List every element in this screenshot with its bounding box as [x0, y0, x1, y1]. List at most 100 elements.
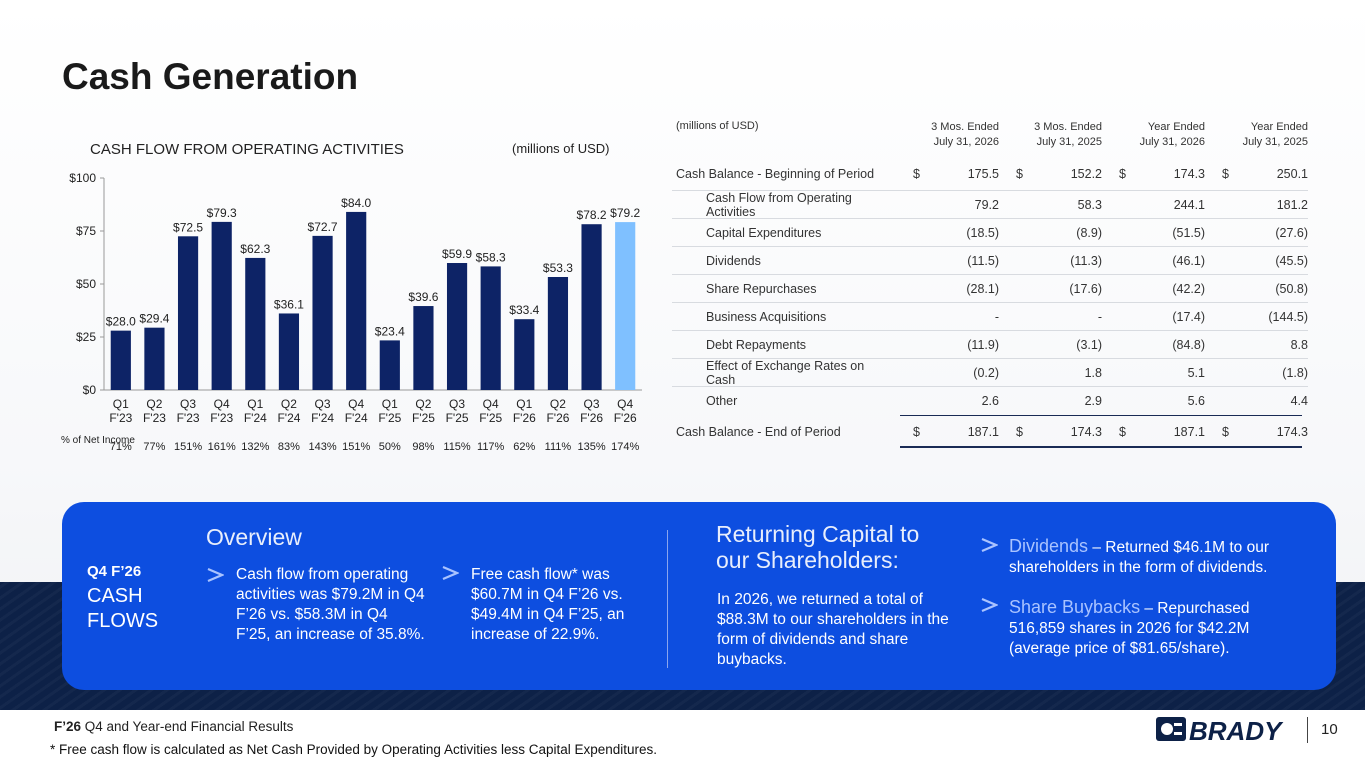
page-number: 10: [1321, 721, 1338, 738]
cash-flow-bar-chart: $0$25$50$75$100$28.0Q1F'23$29.4Q2F'23$72…: [69, 171, 642, 425]
cell-value: 5.6: [1187, 394, 1205, 408]
page-title: Cash Generation: [62, 56, 359, 97]
pct-net-income-value: 115%: [443, 441, 471, 453]
footer-title: F’26 Q4 and Year-end Financial Results: [54, 719, 294, 734]
dividends-text: – Returned $46.1M to our shareholders in…: [1009, 539, 1269, 576]
bar-value-label: $72.7: [308, 220, 338, 234]
svg-text:BRADY: BRADY: [1189, 716, 1284, 744]
cell-value: $175.5: [896, 167, 999, 181]
x-tick-label-quarter: Q1: [382, 397, 398, 411]
bar: [346, 211, 367, 390]
cell-amount: 152.2: [1070, 167, 1102, 181]
cell-value: $174.3: [1102, 167, 1205, 181]
brady-logo: BRADY: [1156, 716, 1284, 744]
pct-net-income-value: 135%: [577, 441, 606, 453]
pct-net-income-value: 117%: [477, 441, 505, 453]
bar-value-label: $39.6: [408, 290, 438, 304]
cell-value: (50.8): [1275, 281, 1308, 296]
x-tick-label-quarter: Q1: [113, 397, 129, 411]
bar: [615, 222, 636, 390]
y-tick-label: $50: [76, 277, 96, 291]
x-tick-label-quarter: Q4: [617, 397, 633, 411]
bar-value-label: $79.3: [207, 206, 237, 220]
x-tick-label-year: F'26: [614, 411, 637, 425]
cell-value: 4.4: [1290, 394, 1308, 408]
pct-net-income-value: 83%: [277, 441, 300, 453]
table-row: Debt Repayments (11.9) (3.1) (84.8) 8.8: [672, 331, 1308, 359]
cell-value: $174.3: [1205, 425, 1308, 439]
x-tick-label-year: F'23: [210, 411, 233, 425]
pct-net-income-value: 62%: [513, 441, 536, 453]
cell-value: 2.9: [1084, 394, 1102, 408]
currency-symbol: $: [1222, 167, 1229, 181]
bar: [144, 327, 165, 390]
highlights-panel: [62, 502, 1336, 690]
table-row: Capital Expenditures (18.5) (8.9) (51.5) (27…: [672, 219, 1308, 247]
chart-title: CASH FLOW FROM OPERATING ACTIVITIES: [90, 141, 404, 158]
bar: [379, 340, 400, 390]
total-rule-bottom: [900, 446, 1302, 448]
cell-value: (45.5): [1275, 253, 1308, 268]
x-tick-label-quarter: Q1: [516, 397, 532, 411]
bar-value-label: $23.4: [375, 324, 405, 338]
bar-value-label: $79.2: [610, 206, 640, 220]
logo-separator: [1307, 717, 1308, 743]
quarter-label: Q4 F’26: [87, 563, 142, 580]
cell-value: 1.8: [1084, 365, 1102, 380]
overview-heading: Overview: [206, 524, 302, 550]
column-header-line: July 31, 2026: [1139, 136, 1205, 148]
cell-value: 181.2: [1276, 197, 1308, 212]
cell-value: (144.5): [1268, 309, 1308, 324]
table-row: Dividends (11.5) (11.3) (46.1) (45.5): [672, 247, 1308, 275]
pct-net-income-value: 98%: [412, 441, 435, 453]
x-tick-label-year: F'24: [345, 411, 368, 425]
cell-value: 8.8: [1290, 337, 1308, 352]
x-tick-label-quarter: Q3: [315, 397, 331, 411]
currency-symbol: $: [1016, 424, 1023, 439]
returning-capital-text: In 2026, we returned a total of $88.3M t…: [717, 591, 949, 668]
cell-value: (11.5): [967, 253, 999, 268]
pct-net-income-value: 71%: [109, 441, 132, 453]
cell-amount: 187.1: [967, 424, 999, 439]
cell-value: 5.1: [1187, 365, 1205, 380]
currency-symbol: $: [1119, 424, 1126, 439]
bar: [446, 263, 468, 390]
bar: [413, 306, 434, 390]
cell-value: -: [994, 309, 999, 324]
x-tick-label-year: F'25: [479, 411, 502, 425]
chevron-right-icon: [207, 567, 224, 583]
bar-value-label: $53.3: [543, 261, 573, 275]
x-tick-label-quarter: Q3: [584, 397, 600, 411]
x-tick-label-quarter: Q4: [348, 397, 364, 411]
bar-value-label: $58.3: [476, 250, 506, 264]
x-tick-label-quarter: Q4: [483, 397, 499, 411]
table-header-row: (millions of USD) 3 Mos. Ended July 31, 20…: [672, 120, 1308, 158]
x-tick-label-quarter: Q2: [550, 397, 566, 411]
cell-value: -: [1097, 309, 1102, 324]
currency-symbol: $: [913, 167, 920, 181]
cell-value: (1.8): [1282, 365, 1308, 380]
free-cash-flow-bullet: Free cash flow* was $60.7M in Q4 F’26 vs…: [471, 566, 625, 643]
cell-value: (84.8): [1172, 337, 1205, 352]
table-row: Business Acquisitions - - (17.4) (144.5): [672, 303, 1308, 331]
chart-units: (millions of USD): [512, 141, 610, 156]
row-label: Cash Balance - Beginning of Period: [676, 167, 875, 181]
cell-value: (17.6): [1069, 281, 1102, 296]
x-tick-label-year: F'26: [513, 411, 536, 425]
bar-value-label: $59.9: [442, 247, 472, 261]
cell-value: 2.6: [981, 394, 999, 408]
cell-value: (46.1): [1172, 253, 1205, 268]
column-header: 3 Mos. Ended July 31, 2025: [999, 120, 1102, 150]
bar: [110, 330, 131, 390]
bar: [211, 221, 232, 390]
currency-symbol: $: [1119, 167, 1126, 181]
cell-amount: 174.3: [1173, 167, 1205, 181]
cell-value: $174.3: [999, 425, 1102, 439]
row-label: Other: [706, 394, 738, 408]
column-header-line: July 31, 2025: [1242, 136, 1308, 148]
y-tick-label: $0: [83, 383, 97, 397]
currency-symbol: $: [913, 424, 920, 439]
cell-value: (8.9): [1076, 225, 1102, 240]
cell-value: (42.2): [1172, 281, 1205, 296]
buybacks-text: – Repurchased 516,859 shares in 2026 for…: [1009, 600, 1250, 657]
